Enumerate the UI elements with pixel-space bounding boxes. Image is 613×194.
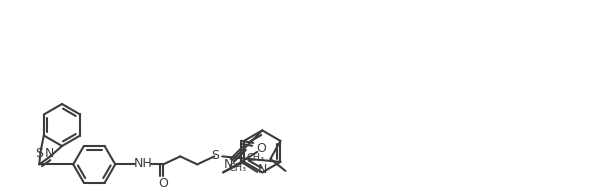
Text: O: O bbox=[158, 177, 168, 190]
Text: N: N bbox=[257, 163, 267, 176]
Text: S: S bbox=[211, 149, 219, 162]
Text: N: N bbox=[45, 147, 55, 160]
Text: N: N bbox=[224, 158, 233, 171]
Text: NH: NH bbox=[134, 157, 153, 170]
Text: CH₃: CH₃ bbox=[246, 153, 264, 163]
Text: O: O bbox=[256, 142, 266, 155]
Text: S: S bbox=[36, 147, 44, 160]
Text: CH₃: CH₃ bbox=[228, 163, 246, 173]
